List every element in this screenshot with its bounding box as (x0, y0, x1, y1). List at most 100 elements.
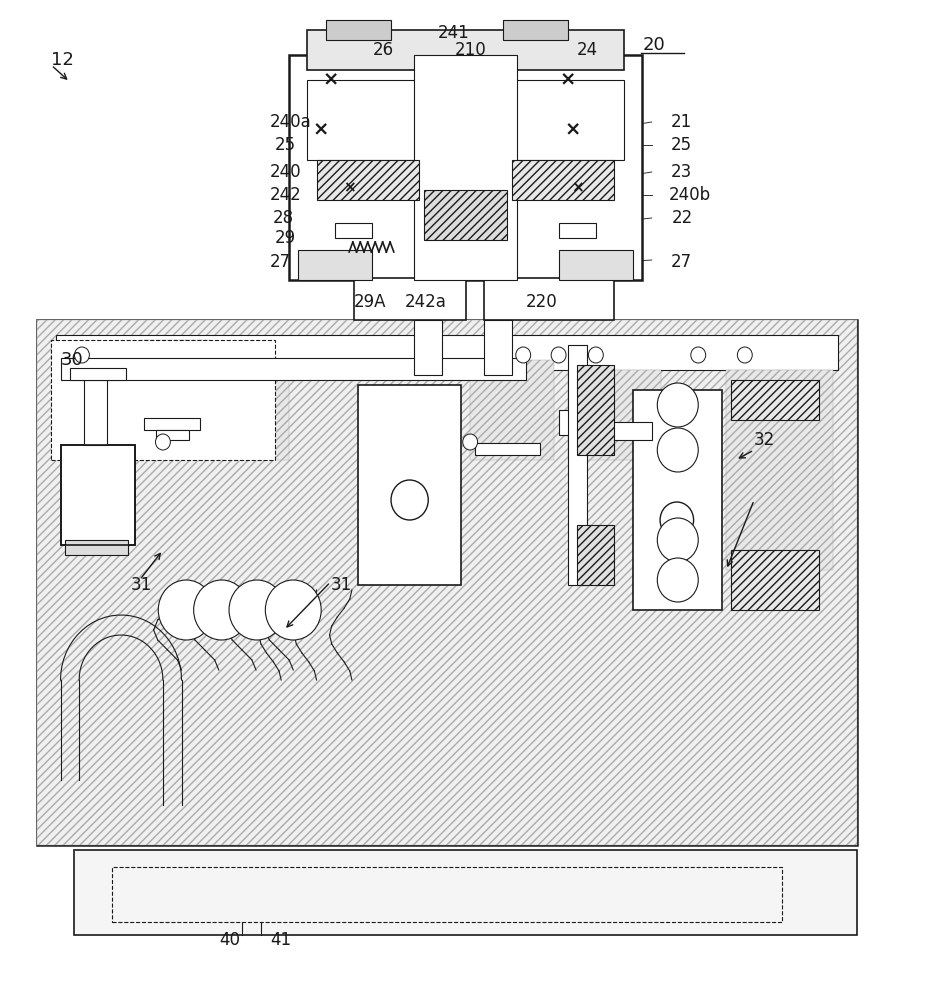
Circle shape (391, 480, 428, 520)
Circle shape (463, 434, 478, 450)
Text: 210: 210 (454, 41, 486, 59)
Bar (568, 370, 661, 460)
Bar (424, 190, 507, 240)
Text: ×: × (322, 70, 339, 90)
Bar (144, 340, 209, 460)
Bar (559, 223, 596, 238)
Circle shape (265, 580, 321, 640)
Text: 29: 29 (275, 229, 296, 247)
Text: 12: 12 (51, 51, 74, 69)
Circle shape (660, 502, 694, 538)
Text: 26: 26 (372, 41, 394, 59)
Circle shape (657, 558, 698, 602)
Text: ×: × (571, 180, 584, 196)
Text: 27: 27 (270, 253, 291, 271)
Text: 40: 40 (219, 931, 240, 949)
Circle shape (158, 580, 214, 640)
Text: 242a: 242a (405, 293, 447, 311)
Bar (74, 850, 857, 935)
Bar (298, 250, 372, 280)
Bar (112, 867, 782, 922)
Bar (307, 30, 624, 70)
Bar (503, 20, 568, 40)
Bar (484, 278, 614, 320)
Bar (37, 320, 857, 845)
Text: ×: × (313, 120, 330, 139)
Bar (223, 370, 289, 460)
Circle shape (737, 347, 752, 363)
Text: 242: 242 (270, 186, 302, 204)
Text: 21: 21 (670, 113, 692, 131)
Bar (568, 345, 587, 585)
Text: 41: 41 (270, 931, 291, 949)
Text: 31: 31 (331, 576, 352, 594)
Circle shape (229, 580, 285, 640)
Text: 240a: 240a (270, 113, 312, 131)
Bar (335, 223, 372, 238)
Bar (156, 430, 189, 440)
Text: ×: × (560, 70, 576, 90)
Bar (61, 445, 135, 545)
Bar (559, 250, 633, 280)
Bar (144, 418, 200, 430)
Bar (65, 540, 128, 555)
Bar (512, 160, 614, 200)
Text: ×: × (564, 120, 581, 139)
Bar (414, 55, 517, 280)
Circle shape (657, 383, 698, 427)
Circle shape (588, 347, 603, 363)
Text: ×: × (343, 180, 356, 196)
Bar (484, 320, 512, 375)
Bar (731, 380, 819, 420)
Text: 220: 220 (526, 293, 558, 311)
Text: 27: 27 (670, 253, 692, 271)
Text: 29A: 29A (354, 293, 386, 311)
Bar (731, 550, 819, 610)
Bar (51, 340, 275, 460)
Bar (61, 445, 135, 545)
Circle shape (74, 347, 89, 363)
Bar (475, 443, 540, 455)
Circle shape (155, 434, 170, 450)
Text: 23: 23 (670, 163, 692, 181)
Circle shape (657, 518, 698, 562)
Bar (289, 55, 642, 280)
Bar (726, 370, 833, 570)
Bar (587, 422, 652, 440)
Bar (559, 410, 582, 435)
Circle shape (657, 428, 698, 472)
Bar (37, 320, 857, 845)
Bar (354, 278, 466, 320)
Circle shape (551, 347, 566, 363)
Text: 20: 20 (642, 36, 665, 54)
Text: 240b: 240b (668, 186, 710, 204)
Text: 25: 25 (275, 136, 296, 154)
Bar (414, 320, 442, 375)
Text: 25: 25 (670, 136, 692, 154)
Bar (326, 20, 391, 40)
Bar (61, 445, 135, 545)
Bar (470, 360, 554, 460)
Bar (577, 525, 614, 585)
Text: 28: 28 (273, 209, 294, 227)
Text: 24: 24 (577, 41, 599, 59)
Bar (61, 358, 526, 380)
Circle shape (194, 580, 250, 640)
Text: 241: 241 (438, 24, 469, 42)
Bar (70, 368, 126, 380)
Bar (633, 390, 722, 610)
Text: 30: 30 (61, 351, 83, 369)
Text: 31: 31 (130, 576, 152, 594)
Bar (512, 80, 624, 160)
Text: 240: 240 (270, 163, 302, 181)
Text: 32: 32 (754, 431, 776, 449)
Bar (358, 385, 461, 585)
Circle shape (516, 347, 531, 363)
Bar (84, 380, 107, 445)
Bar (56, 335, 838, 370)
Text: 22: 22 (672, 209, 694, 227)
Bar (307, 80, 419, 160)
Bar (317, 160, 419, 200)
Bar (577, 365, 614, 455)
Circle shape (691, 347, 706, 363)
